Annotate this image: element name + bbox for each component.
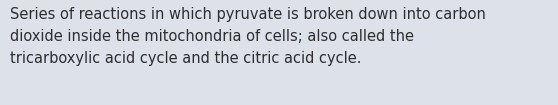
Text: Series of reactions in which pyruvate is broken down into carbon
dioxide inside : Series of reactions in which pyruvate is… [10,7,486,66]
